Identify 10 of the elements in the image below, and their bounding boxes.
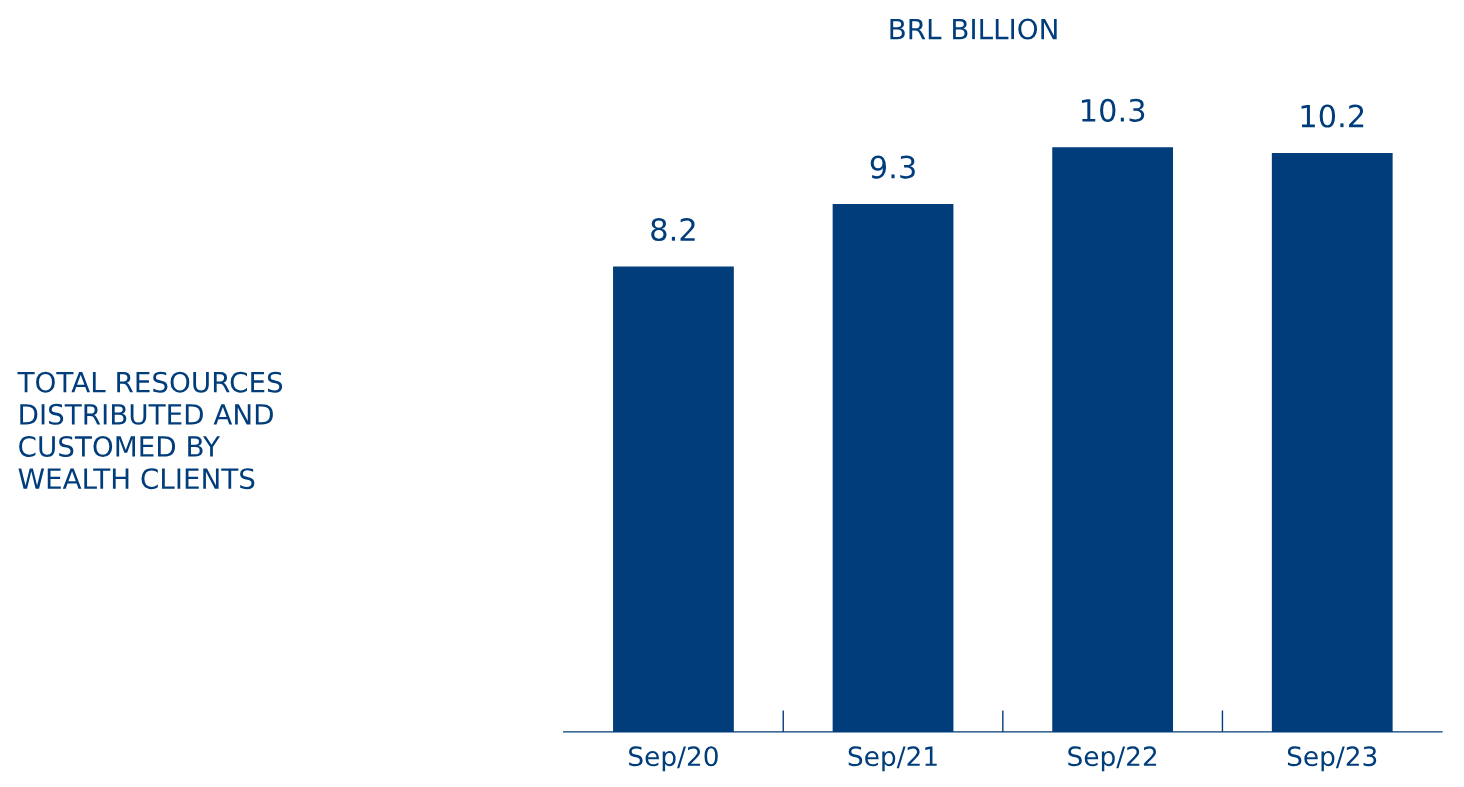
- x-tick-label: Sep/21: [848, 746, 937, 772]
- data-label: 8.2: [651, 218, 695, 242]
- data-label: 9.3: [870, 155, 915, 179]
- chart-title: BRL BILLION: [890, 18, 1057, 40]
- x-tick-label: Sep/22: [1068, 746, 1157, 772]
- text: TOTAL RESOURCES DISTRIBUTED AND CUSTOMED BY WEALTH CLIENTS: [17, 371, 283, 490]
- data-label: 10.3: [1081, 98, 1145, 122]
- x-tick-label: Sep/20: [629, 746, 718, 772]
- data-label: 10.2: [1301, 104, 1364, 128]
- x-tick-label: Sep/23: [1287, 746, 1377, 772]
